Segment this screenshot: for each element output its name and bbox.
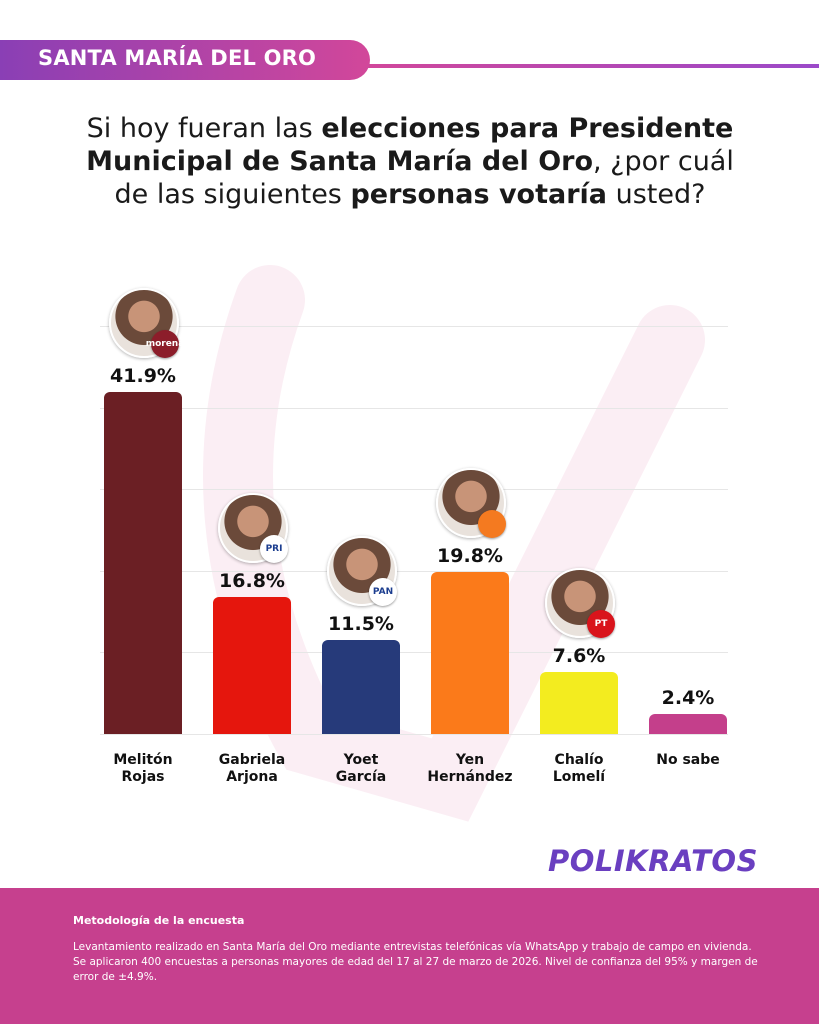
- x-tick-label: Melitón Rojas: [113, 752, 173, 785]
- title-part: usted?: [607, 179, 706, 210]
- party-name: PAN: [372, 587, 394, 598]
- party-badge: PRI: [260, 534, 288, 563]
- grid-line: [100, 326, 728, 327]
- title-part: , ¿por cuál: [593, 146, 734, 177]
- grid-line: [100, 570, 728, 572]
- methodology-title: Metodología de la encuesta: [73, 914, 245, 927]
- value-label: 16.8%: [219, 569, 285, 592]
- x-tick-label: Chalío Lomelí: [552, 752, 606, 785]
- title-line: Municipal de Santa María del Oro, ¿por c…: [40, 145, 780, 178]
- grid-line: [100, 489, 728, 491]
- bar: [540, 671, 618, 734]
- party-name: morena: [145, 339, 185, 350]
- bar: [104, 392, 182, 734]
- grid-line: [100, 734, 728, 735]
- party-name: PRI: [265, 543, 283, 554]
- party-name: PT: [594, 618, 608, 629]
- party-badge: PAN: [369, 578, 397, 607]
- bar: [431, 572, 509, 734]
- bar: [322, 640, 400, 734]
- header: SANTA MARÍA DEL ORO: [38, 46, 317, 70]
- value-label: 7.6%: [552, 644, 606, 667]
- title-line: Si hoy fueran las elecciones para Presid…: [40, 112, 780, 145]
- grid-line: [100, 652, 728, 654]
- title-part: personas votaría: [350, 179, 608, 210]
- value-label: 41.9%: [110, 365, 176, 388]
- bar: [213, 596, 291, 734]
- logo: POLIKRATOS: [548, 844, 758, 878]
- title-part: Municipal de Santa María del Oro: [86, 146, 594, 177]
- grid-line: [100, 407, 728, 409]
- x-tick-label: Yoet García: [335, 752, 387, 785]
- title-part: elecciones para Presidente: [321, 113, 734, 144]
- party-badge: [478, 510, 506, 539]
- x-tick-label: Yen Hernández: [427, 752, 513, 785]
- value-label: 2.4%: [661, 687, 715, 710]
- value-label: 19.8%: [437, 545, 503, 568]
- bar: [649, 714, 727, 734]
- title-line: de las siguientes personas votaría usted…: [40, 178, 780, 211]
- title-part: Si hoy fueran las: [86, 113, 322, 144]
- x-tick-label: No sabe: [656, 752, 720, 768]
- chart-title: Si hoy fueran las elecciones para Presid…: [40, 112, 780, 211]
- header-line: [360, 64, 819, 68]
- value-label: 11.5%: [328, 613, 394, 636]
- plot: 41.9% Melitón Rojas morena 16.8% Gabriela Ar…: [100, 288, 728, 785]
- party-badge: morena: [146, 330, 184, 359]
- title-part: de las siguientes: [114, 179, 351, 210]
- party-badge: PT: [587, 609, 615, 638]
- footer: [0, 888, 819, 1024]
- methodology-text: Levantamiento realizado en Santa María d…: [73, 941, 758, 983]
- x-tick-label: Gabriela Arjona: [218, 752, 286, 785]
- header-bar: [0, 40, 370, 80]
